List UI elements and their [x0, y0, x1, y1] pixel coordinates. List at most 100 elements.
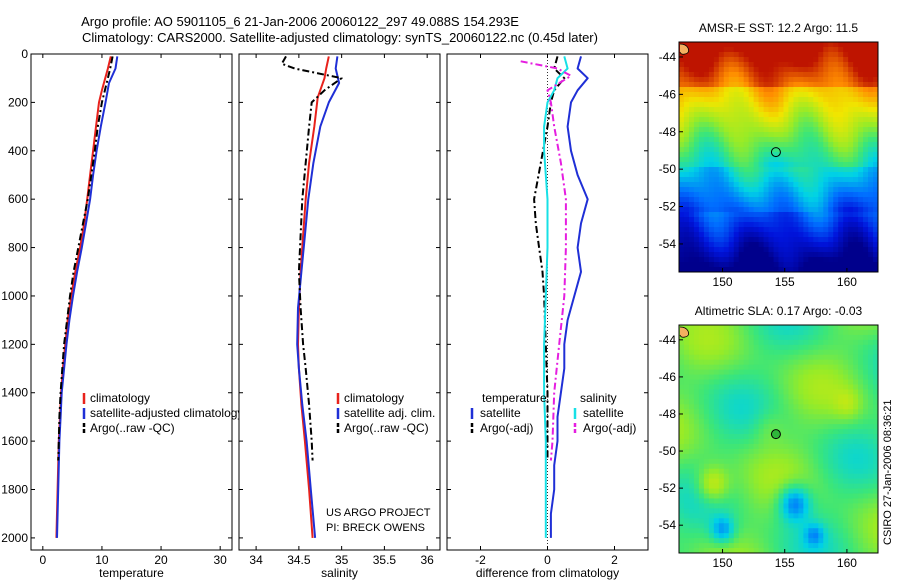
heatmap-cell [773, 488, 779, 495]
heatmap-cell [798, 157, 804, 163]
heatmap-cell [803, 434, 809, 440]
heatmap-cell [803, 548, 809, 554]
heatmap-cell [763, 162, 770, 168]
sst_map-xtick-label: 160 [837, 275, 857, 289]
heatmap-cell [828, 217, 834, 223]
heatmap-cell [723, 513, 730, 519]
heatmap-cell [753, 344, 760, 351]
heatmap-cell [683, 468, 690, 475]
heatmap-cell [688, 528, 695, 534]
heatmap-cell [863, 404, 869, 410]
heatmap-cell [698, 419, 705, 425]
heatmap-cell [808, 47, 814, 53]
heatmap-cell [708, 548, 715, 554]
heatmap-cell [733, 132, 740, 138]
heatmap-cell [703, 369, 710, 376]
heatmap-cell [823, 152, 829, 158]
heatmap-cell [788, 443, 794, 450]
heatmap-cell [843, 67, 849, 73]
heatmap-cell [693, 262, 700, 268]
heatmap-cell [703, 453, 710, 460]
heatmap-cell [753, 379, 760, 385]
heatmap-cell [679, 513, 685, 519]
heatmap-cell [758, 247, 765, 253]
heatmap-cell [708, 468, 715, 475]
heatmap-cell [688, 414, 695, 420]
heatmap-cell [818, 247, 824, 253]
heatmap-cell [748, 339, 755, 346]
heatmap-cell [698, 247, 705, 253]
heatmap-cell [753, 414, 760, 420]
heatmap-cell [798, 172, 804, 178]
heatmap-cell [698, 325, 705, 331]
heatmap-cell [773, 102, 779, 108]
heatmap-cell [788, 503, 794, 509]
heatmap-cell [693, 152, 700, 158]
heatmap-cell [863, 227, 869, 233]
heatmap-cell [728, 399, 735, 405]
heatmap-cell [843, 77, 849, 83]
temperature-legend-label: climatology [90, 391, 150, 405]
heatmap-cell [838, 399, 844, 405]
sst_map-ytick-label: -54 [659, 237, 677, 251]
heatmap-cell [733, 137, 740, 143]
heatmap-cell [858, 513, 864, 519]
heatmap-cell [858, 207, 864, 213]
heatmap-cell [793, 262, 799, 268]
heatmap-cell [868, 364, 874, 371]
heatmap-cell [813, 329, 819, 336]
heatmap-cell [753, 162, 760, 168]
heatmap-cell [833, 458, 839, 465]
heatmap-cell [818, 458, 824, 465]
heatmap-cell [738, 67, 745, 73]
heatmap-cell [778, 419, 784, 425]
heatmap-cell [718, 399, 725, 405]
depth-tick-label: 600 [8, 192, 28, 206]
heatmap-cell [783, 262, 789, 268]
heatmap-cell [738, 157, 745, 163]
heatmap-cell [683, 72, 690, 78]
heatmap-cell [848, 252, 854, 258]
heatmap-cell [728, 424, 735, 430]
heatmap-cell [838, 439, 844, 445]
heatmap-cell [818, 468, 824, 475]
heatmap-cell [823, 493, 829, 499]
heatmap-cell [808, 344, 814, 351]
heatmap-cell [738, 528, 745, 534]
heatmap-cell [853, 468, 859, 475]
sla_map-xtick-label: 150 [713, 556, 733, 570]
heatmap-cell [713, 157, 720, 163]
heatmap-cell [679, 112, 685, 118]
temperature-x-axis-label: temperature [99, 566, 164, 580]
heatmap-cell [783, 217, 789, 223]
heatmap-cell [688, 252, 695, 258]
heatmap-cell [843, 47, 849, 53]
heatmap-cell [833, 147, 839, 153]
heatmap-cell [688, 359, 695, 366]
heatmap-cell [873, 364, 879, 371]
heatmap-cell [693, 473, 700, 480]
heatmap-cell [748, 97, 755, 103]
heatmap-cell [723, 157, 730, 163]
heatmap-cell [803, 523, 809, 529]
heatmap-cell [778, 92, 784, 98]
heatmap-cell [693, 354, 700, 361]
heatmap-cell [783, 122, 789, 128]
heatmap-cell [873, 394, 879, 400]
heatmap-cell [788, 344, 794, 351]
heatmap-cell [763, 354, 770, 361]
heatmap-cell [708, 325, 715, 331]
heatmap-cell [788, 262, 794, 268]
heatmap-cell [843, 142, 849, 148]
heatmap-cell [863, 473, 869, 480]
heatmap-cell [843, 468, 849, 475]
heatmap-cell [798, 369, 804, 376]
heatmap-cell [758, 389, 765, 395]
heatmap-cell [713, 107, 720, 113]
heatmap-cell [703, 523, 710, 529]
heatmap-cell [708, 52, 715, 58]
heatmap-cell [758, 399, 765, 405]
heatmap-cell [738, 463, 745, 470]
heatmap-cell [838, 339, 844, 346]
